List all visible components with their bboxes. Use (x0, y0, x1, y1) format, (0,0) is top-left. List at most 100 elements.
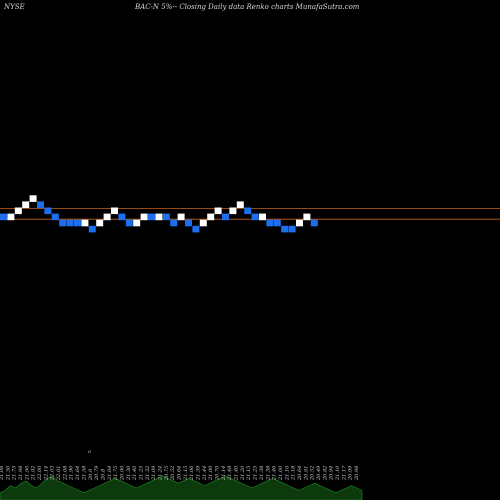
renko-brick (281, 225, 289, 233)
renko-brick (96, 219, 104, 227)
x-tick-label: 20.49 (316, 465, 322, 481)
exchange-label: NYSE (3, 3, 25, 11)
x-tick-label: 20.99 (348, 465, 354, 481)
renko-brick (310, 219, 318, 227)
renko-brick (0, 213, 7, 221)
renko-brick (303, 213, 311, 221)
x-tick-label: 20.90 (119, 465, 125, 481)
x-tick-label: 21.50 (5, 465, 11, 481)
renko-brick (185, 219, 192, 227)
x-tick-label: 21.09 (151, 465, 157, 481)
renko-brick (251, 213, 259, 221)
renko-brick (192, 225, 200, 233)
renko-brick (51, 213, 59, 221)
renko-brick (199, 219, 207, 227)
renko-brick (244, 207, 252, 215)
x-tick-label: 21.46 (272, 465, 278, 481)
x-tick-label: 21.32 (145, 466, 151, 481)
renko-brick (103, 213, 111, 221)
x-tick-label: 21.18 (291, 466, 297, 481)
x-tick-label: 21.25 (253, 466, 259, 481)
renko-brick (155, 213, 163, 221)
renko-brick (37, 201, 44, 208)
renko-brick (222, 213, 229, 221)
renko-brick (288, 225, 296, 233)
x-tick-label: 22.01 (56, 466, 62, 481)
renko-brick (111, 207, 118, 215)
x-tick-label: 20.91 (303, 466, 309, 481)
x-tick-label: 21.30 (126, 465, 132, 481)
x-tick-label: 21.14 (221, 466, 227, 481)
x-tick-label: 20.70 (215, 465, 221, 481)
x-tick-label: 20.52 (170, 466, 176, 481)
x-tick-label: 21.44 (202, 466, 208, 481)
x-tick-label: 21.25 (138, 466, 144, 481)
renko-brick (214, 207, 222, 215)
renko-brick (7, 213, 15, 221)
renko-brick (273, 219, 281, 227)
renko-brick (81, 219, 89, 227)
x-tick-label: 20.52 (310, 466, 316, 481)
renko-brick (29, 195, 37, 202)
x-tick-label: 22.03 (50, 466, 56, 481)
renko-brick (266, 219, 274, 227)
renko-brick (66, 219, 74, 227)
x-tick-label: 21.17 (341, 465, 347, 481)
x-tick-label: 21.38 (259, 466, 265, 481)
x-tick-label: 21.90 (24, 465, 30, 481)
renko-brick (177, 213, 185, 221)
x-tick-label: 20.82 (322, 466, 328, 481)
x-tick-label: 21.90 (69, 465, 75, 481)
renko-brick (140, 213, 148, 221)
renko-brick (59, 219, 67, 227)
x-tick-label: 21.00 (278, 465, 284, 481)
x-tick-label: 20.98 (354, 466, 360, 481)
x-tick-label: 21.38 (265, 466, 271, 481)
x-tick-label: 21.24 (157, 466, 163, 481)
x-tick-label: 21.20 (240, 465, 246, 481)
renko-brick (236, 201, 244, 208)
x-tick-label: 22.14 (43, 466, 49, 481)
chart-title: BAC-N 5%-- Closing Daily data Renko char… (134, 3, 360, 11)
x-tick-label: 21.00 (208, 465, 214, 481)
renko-brick (170, 219, 178, 227)
x-tick-label: 20.64 (297, 466, 303, 481)
x-tick-label: 21.75 (113, 466, 119, 481)
volume-path (0, 475, 363, 500)
x-tick-label: 21.15 (183, 466, 189, 481)
x-tick-label: 21.48 (227, 466, 233, 481)
x-tick-label: 21.75 (12, 466, 18, 481)
x-tick-label: 21.06 (189, 465, 195, 481)
renko-brick (229, 207, 237, 215)
volume-area (0, 475, 363, 500)
renko-brick (259, 213, 266, 221)
x-tick-label: 21.15 (246, 466, 252, 481)
x-tick-label: 20.8 (100, 469, 106, 481)
volume-marker: o (88, 449, 91, 455)
renko-brick (162, 213, 170, 221)
renko-brick (118, 213, 126, 221)
x-tick-label: 21.58 (81, 466, 87, 481)
renko-brick (148, 213, 155, 221)
x-tick-label: 21.04 (107, 466, 113, 481)
x-tick-label: 20.9 (88, 468, 94, 481)
x-tick-label: 22.08 (62, 466, 68, 481)
renko-brick (88, 225, 96, 233)
x-tick-label: 21.10 (284, 465, 290, 481)
x-tick-label: 21.40 (234, 465, 240, 481)
renko-brick (125, 219, 133, 227)
x-tick-label: 21.92 (31, 466, 37, 481)
renko-brick (22, 201, 30, 208)
renko-bricks (0, 195, 318, 233)
x-tick-label: 21.08 (0, 466, 5, 481)
renko-brick (14, 207, 22, 215)
renko-brick (44, 207, 52, 215)
x-tick-label: 21.39 (196, 465, 202, 481)
x-tick-label: 21.98 (18, 466, 24, 481)
x-tick-label: 21.10 (335, 465, 341, 481)
renko-brick (296, 219, 303, 227)
x-tick-label: 21.64 (75, 466, 81, 481)
x-tick-label: 20.94 (329, 466, 335, 481)
